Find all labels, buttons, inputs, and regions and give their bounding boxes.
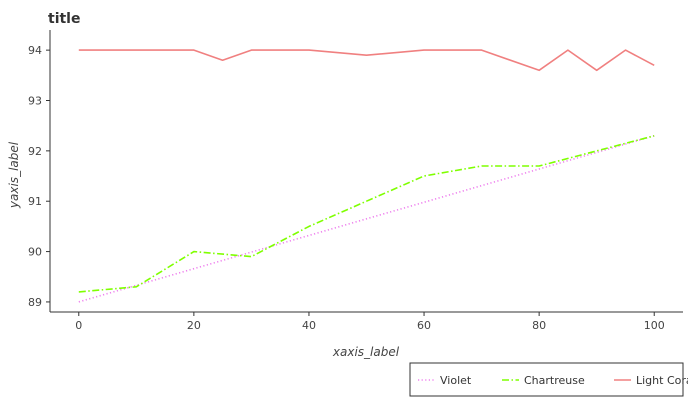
x-axis-title: xaxis_label bbox=[332, 345, 400, 359]
chart-title: title bbox=[48, 11, 80, 27]
legend: Violet Chartreuse Light Coral bbox=[409, 362, 688, 397]
y-tick-label: 92 bbox=[28, 145, 42, 158]
y-tick-label: 89 bbox=[28, 296, 42, 309]
legend-label-violet: Violet bbox=[440, 374, 472, 387]
legend-label-light-coral: Light Coral bbox=[636, 374, 688, 387]
x-axis: 0 20 40 60 80 100 bbox=[50, 311, 683, 332]
y-axis-title: yaxis_label bbox=[7, 141, 21, 209]
x-tick-label: 100 bbox=[644, 319, 665, 332]
series-line-chartreuse bbox=[78, 135, 655, 293]
series-line-light-coral bbox=[78, 49, 655, 72]
x-tick-label: 40 bbox=[302, 319, 316, 332]
y-tick-label: 93 bbox=[28, 95, 42, 108]
y-axis: 89 90 91 92 93 94 bbox=[28, 30, 51, 312]
x-tick-label: 0 bbox=[75, 319, 82, 332]
plot-area bbox=[78, 49, 655, 303]
y-tick-label: 90 bbox=[28, 246, 42, 259]
series-line-violet bbox=[78, 135, 655, 303]
y-tick-label: 91 bbox=[28, 195, 42, 208]
legend-box bbox=[409, 362, 684, 397]
x-tick-label: 80 bbox=[532, 319, 546, 332]
legend-label-chartreuse: Chartreuse bbox=[524, 374, 585, 387]
x-tick-label: 20 bbox=[187, 319, 201, 332]
y-tick-label: 94 bbox=[28, 44, 42, 57]
x-tick-label: 60 bbox=[417, 319, 431, 332]
